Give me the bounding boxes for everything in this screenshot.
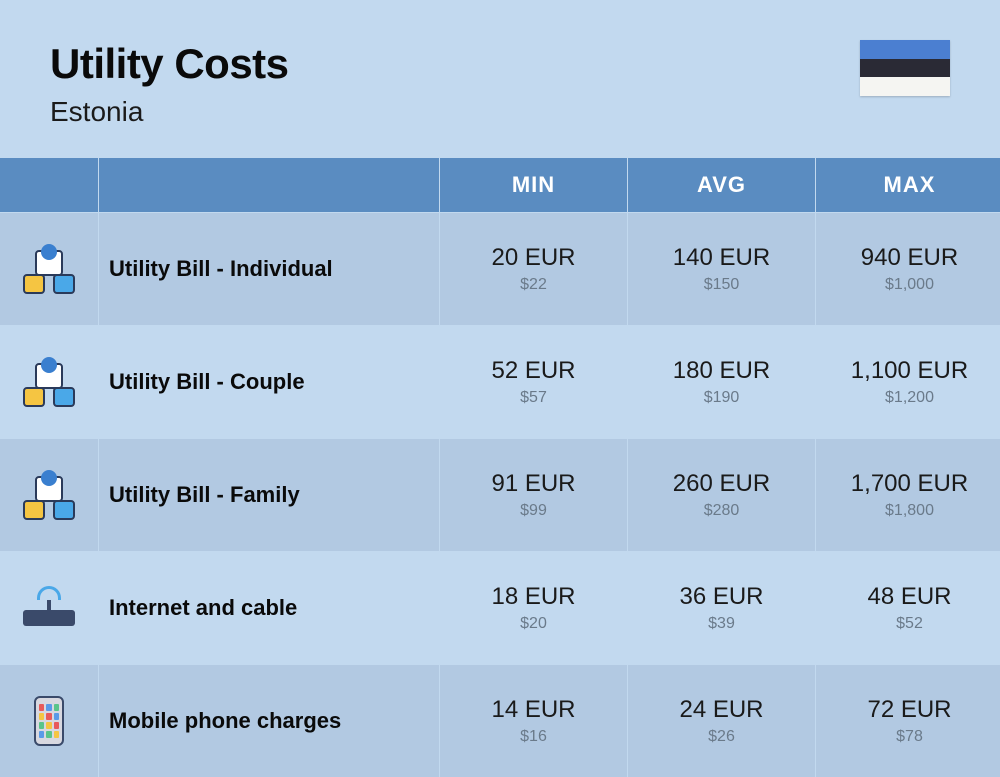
page-subtitle: Estonia: [50, 96, 289, 128]
eur-value: 91 EUR: [491, 470, 575, 498]
cell-min: 14 EUR $16: [440, 665, 627, 777]
th-label-blank: [99, 158, 439, 212]
usd-value: $280: [704, 502, 740, 520]
estonia-flag-icon: [860, 40, 950, 96]
eur-value: 940 EUR: [861, 244, 958, 272]
eur-value: 72 EUR: [867, 696, 951, 724]
eur-value: 1,700 EUR: [851, 470, 968, 498]
row-icon: [0, 665, 98, 777]
phone-icon: [34, 696, 64, 746]
usd-value: $78: [896, 728, 923, 746]
cell-min: 52 EUR $57: [440, 326, 627, 438]
cell-avg: 36 EUR $39: [628, 552, 815, 664]
usd-value: $52: [896, 615, 923, 633]
th-min: MIN: [440, 158, 627, 212]
row-label: Utility Bill - Family: [109, 482, 300, 508]
cell-max: 940 EUR $1,000: [816, 213, 1000, 325]
usd-value: $99: [520, 502, 547, 520]
eur-value: 36 EUR: [679, 583, 763, 611]
usd-value: $1,200: [885, 389, 934, 407]
row-icon: [0, 326, 98, 438]
cost-table: MIN AVG MAX Utility Bill - Individual 20…: [0, 158, 1000, 777]
utility-icon: [21, 470, 77, 520]
usd-value: $16: [520, 728, 547, 746]
eur-value: 48 EUR: [867, 583, 951, 611]
cell-avg: 140 EUR $150: [628, 213, 815, 325]
cell-max: 72 EUR $78: [816, 665, 1000, 777]
cell-avg: 260 EUR $280: [628, 439, 815, 551]
row-label-cell: Utility Bill - Couple: [99, 326, 439, 438]
usd-value: $39: [708, 615, 735, 633]
cell-max: 48 EUR $52: [816, 552, 1000, 664]
eur-value: 1,100 EUR: [851, 357, 968, 385]
eur-value: 180 EUR: [673, 357, 770, 385]
eur-value: 52 EUR: [491, 357, 575, 385]
row-label-cell: Internet and cable: [99, 552, 439, 664]
utility-icon: [21, 244, 77, 294]
row-label: Utility Bill - Individual: [109, 256, 333, 282]
cell-min: 18 EUR $20: [440, 552, 627, 664]
cell-max: 1,700 EUR $1,800: [816, 439, 1000, 551]
row-label-cell: Utility Bill - Family: [99, 439, 439, 551]
usd-value: $150: [704, 276, 740, 294]
row-label: Internet and cable: [109, 595, 297, 621]
usd-value: $26: [708, 728, 735, 746]
usd-value: $20: [520, 615, 547, 633]
row-icon: [0, 439, 98, 551]
cell-max: 1,100 EUR $1,200: [816, 326, 1000, 438]
flag-stripe-white: [860, 77, 950, 96]
router-icon: [19, 586, 79, 630]
cell-avg: 180 EUR $190: [628, 326, 815, 438]
row-label: Utility Bill - Couple: [109, 369, 305, 395]
title-block: Utility Costs Estonia: [50, 40, 289, 128]
usd-value: $1,800: [885, 502, 934, 520]
th-avg: AVG: [628, 158, 815, 212]
header: Utility Costs Estonia: [0, 0, 1000, 158]
row-label-cell: Mobile phone charges: [99, 665, 439, 777]
usd-value: $22: [520, 276, 547, 294]
flag-stripe-black: [860, 59, 950, 78]
eur-value: 20 EUR: [491, 244, 575, 272]
row-icon: [0, 213, 98, 325]
flag-stripe-blue: [860, 40, 950, 59]
eur-value: 18 EUR: [491, 583, 575, 611]
usd-value: $1,000: [885, 276, 934, 294]
eur-value: 260 EUR: [673, 470, 770, 498]
usd-value: $57: [520, 389, 547, 407]
row-label: Mobile phone charges: [109, 708, 341, 734]
row-icon: [0, 552, 98, 664]
utility-icon: [21, 357, 77, 407]
usd-value: $190: [704, 389, 740, 407]
eur-value: 14 EUR: [491, 696, 575, 724]
eur-value: 24 EUR: [679, 696, 763, 724]
cell-min: 91 EUR $99: [440, 439, 627, 551]
th-icon-blank: [0, 158, 98, 212]
row-label-cell: Utility Bill - Individual: [99, 213, 439, 325]
cell-min: 20 EUR $22: [440, 213, 627, 325]
page-title: Utility Costs: [50, 40, 289, 88]
eur-value: 140 EUR: [673, 244, 770, 272]
th-max: MAX: [816, 158, 1000, 212]
cell-avg: 24 EUR $26: [628, 665, 815, 777]
